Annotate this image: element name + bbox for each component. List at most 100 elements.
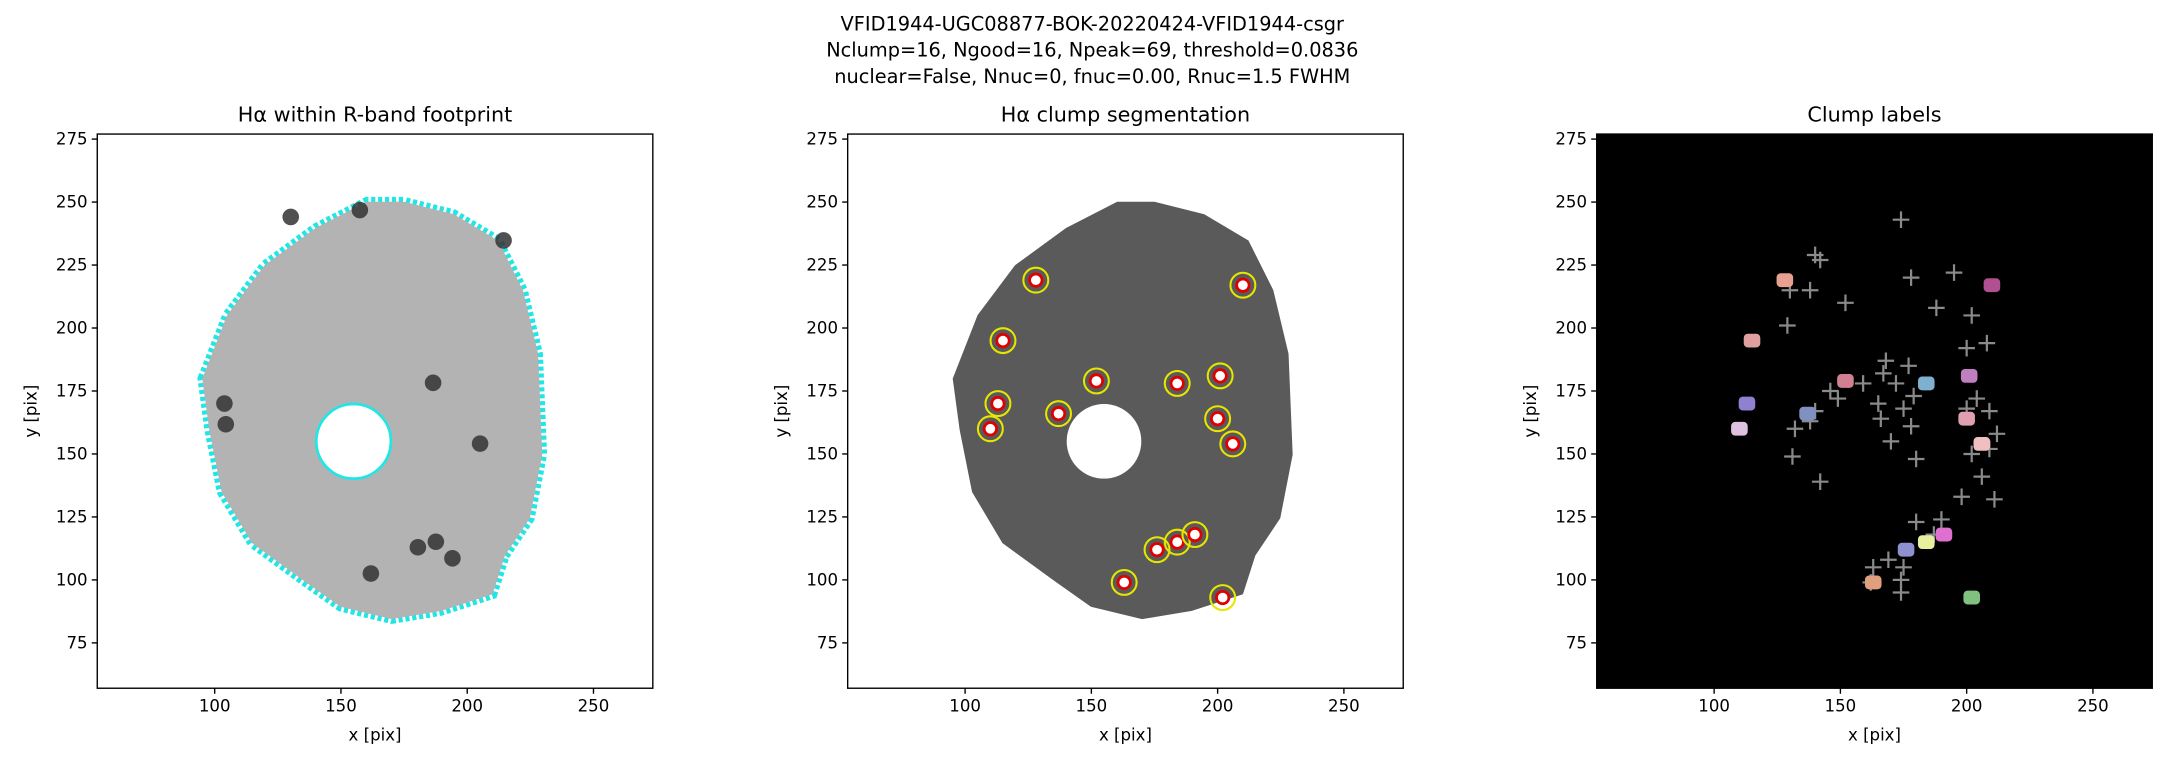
peak-marker [1882,433,1900,450]
x-tick-label: 250 [578,697,610,716]
clump-label [1837,374,1854,388]
peak-marker [1779,317,1796,334]
y-tick-label: 200 [1555,319,1587,338]
clump-center [982,421,998,437]
clump-contour [976,415,1004,443]
peak-marker [1887,375,1905,392]
peak-marker [1811,251,1829,269]
panel-title: Hα clump segmentation [1001,103,1250,127]
y-tick-label: 125 [1555,507,1587,526]
peak-marker [1837,294,1854,312]
x-tick-label: 100 [949,697,981,716]
clump-label [1776,273,1794,288]
clump-contour [1045,400,1073,428]
image-background [1596,134,2153,689]
bright-region [409,538,427,556]
peak-marker [1892,571,1910,589]
peak-marker [1801,281,1819,299]
clump-label [1973,436,1991,451]
clump-center [1169,375,1185,392]
y-tick-label: 225 [1555,256,1587,275]
panel: 100 150 200 250 75 100 125 150 175 200 225 250 275 Hα… [772,103,1404,745]
y-tick-label: 250 [56,193,88,212]
y-tick-label: 100 [56,570,88,589]
clump-contour [1181,521,1209,549]
clump-label [1983,278,2001,293]
panel-title: Hα within R-band footprint [238,103,512,127]
image-area [97,134,653,689]
clump-center [1116,574,1132,591]
x-tick-label: 100 [1698,697,1730,716]
masked-hole [1066,404,1142,479]
peak-marker [1895,559,1912,576]
panel-title: Clump labels [1807,103,1941,127]
clump-label [1731,421,1748,436]
peak-marker [1963,307,1981,324]
peak-marker [1933,511,1950,528]
clump-label [1963,590,1981,605]
clump-center [990,395,1006,412]
clump-label [1738,396,1756,411]
peak-marker [1880,551,1897,569]
bright-region [217,415,235,433]
y-tick-label: 150 [806,444,838,463]
x-tick-label: 100 [199,697,231,716]
clump-label [1799,406,1816,421]
bright-region [351,201,369,219]
peak-marker [1953,488,1970,506]
peak-marker [1958,339,1975,357]
x-tick-label: 200 [1951,697,1983,716]
y-tick-label: 250 [806,193,838,212]
y-tick-label: 75 [1566,633,1587,652]
clump-center [1215,589,1231,606]
peak-marker [1945,264,1963,281]
clump-center [1225,436,1241,452]
suptitle-line: Nclump=16, Ngood=16, Npeak=69, threshold… [826,39,1358,62]
clump-contour [989,327,1017,355]
peak-marker [1864,559,1882,576]
x-tick-label: 200 [451,697,483,716]
clump-label [1917,376,1935,391]
peak-marker [1978,334,1996,352]
peak-marker [1907,450,1925,468]
y-tick-label: 225 [806,256,838,275]
peak-marker [1981,402,1998,420]
x-axis-label: x [pix] [349,726,402,745]
clump-contour [1022,266,1050,294]
peak-marker [1877,352,1895,370]
clump-label [1960,368,1978,383]
y-tick-label: 75 [817,633,838,652]
masked-hole [314,402,393,481]
clump-contour [1229,271,1257,299]
peak-marker [1928,299,1945,317]
clump-contour [1206,362,1234,390]
clump-contour [1143,536,1171,564]
bright-region [362,565,380,582]
y-tick-label: 125 [56,507,88,526]
clump-contour [1163,369,1191,397]
clump-center [1088,373,1105,389]
y-tick-label: 275 [1555,130,1587,149]
y-tick-label: 175 [1555,382,1587,401]
clump-label [1935,527,1953,542]
x-tick-label: 150 [325,697,357,716]
bright-region [216,395,233,412]
clump-contour [1204,405,1232,433]
clump-contour [1219,430,1247,458]
y-axis-label: y [pix] [21,385,40,438]
axes-frame [96,133,654,689]
x-tick-label: 150 [1076,697,1108,716]
y-tick-label: 200 [806,319,838,338]
bright-region [495,232,512,249]
clump-contour [984,390,1012,418]
bright-region [282,208,300,226]
peak-marker [1895,400,1912,417]
x-axis-label: x [pix] [1099,726,1152,745]
clump-center [1028,272,1044,288]
peak-marker [1811,473,1829,490]
bright-region [444,550,461,567]
peak-marker [1986,491,2003,508]
y-tick-label: 150 [56,444,88,463]
